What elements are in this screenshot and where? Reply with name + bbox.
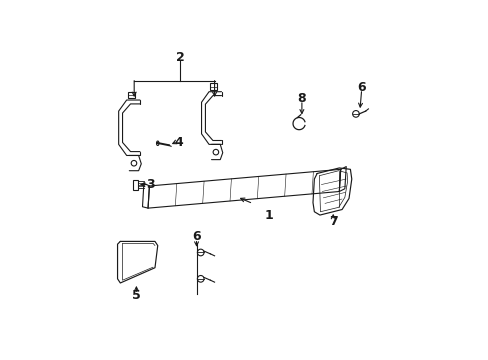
Text: 6: 6 (356, 81, 365, 94)
Text: 6: 6 (192, 230, 201, 243)
Text: 4: 4 (174, 136, 183, 149)
Text: 1: 1 (264, 208, 272, 221)
Text: 8: 8 (297, 92, 305, 105)
Text: 7: 7 (329, 216, 338, 229)
Bar (128, 92, 134, 98)
Text: 5: 5 (132, 289, 141, 302)
Bar (210, 84, 216, 90)
Bar (133, 180, 138, 190)
Text: 3: 3 (146, 178, 155, 191)
Text: 2: 2 (175, 51, 184, 64)
